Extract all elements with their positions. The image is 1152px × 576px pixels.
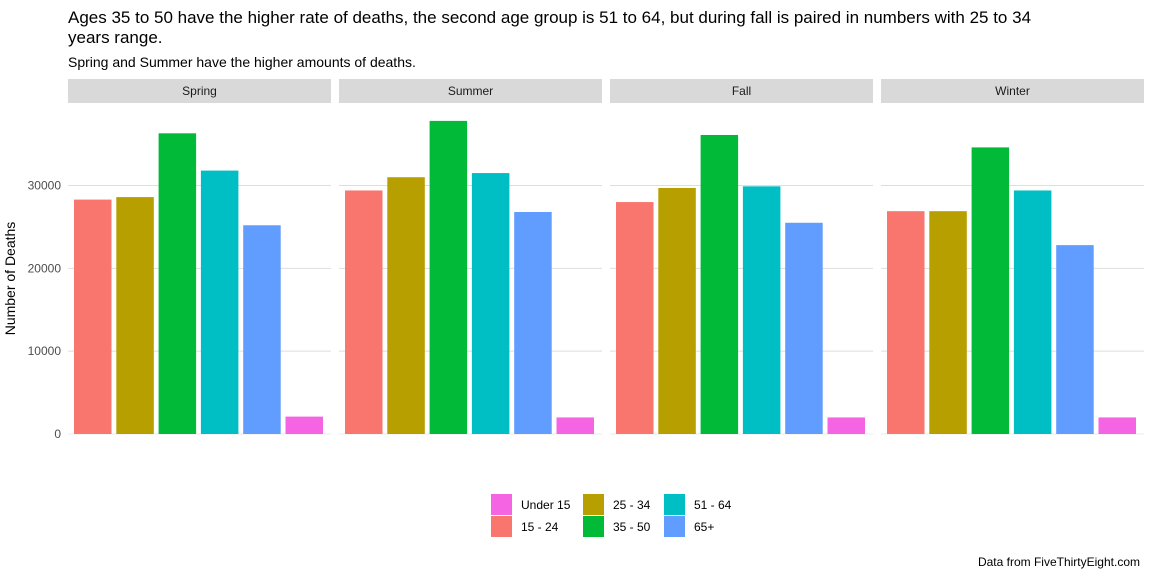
bar bbox=[158, 133, 197, 434]
bar bbox=[1013, 190, 1052, 434]
facet-strip bbox=[68, 79, 331, 103]
legend-swatch bbox=[664, 516, 685, 537]
bar bbox=[785, 222, 823, 434]
bars bbox=[74, 120, 1136, 434]
legend-label: Under 15 bbox=[521, 498, 571, 512]
y-tick-label: 20000 bbox=[28, 261, 62, 275]
bar bbox=[116, 197, 154, 434]
bar bbox=[616, 202, 654, 434]
facet-label: Fall bbox=[732, 84, 751, 98]
facet-label: Summer bbox=[448, 84, 493, 98]
facet-strip bbox=[881, 79, 1144, 103]
bar bbox=[556, 417, 594, 434]
facet-label: Spring bbox=[182, 84, 217, 98]
bar bbox=[827, 417, 865, 434]
bar bbox=[514, 212, 552, 434]
facet-strip bbox=[610, 79, 873, 103]
legend-swatch bbox=[664, 494, 685, 515]
legend-label: 35 - 50 bbox=[613, 520, 651, 534]
bar bbox=[1098, 417, 1136, 434]
facet-label: Winter bbox=[995, 84, 1030, 98]
bar bbox=[1056, 245, 1094, 434]
legend-swatch bbox=[491, 516, 512, 537]
bar bbox=[742, 186, 781, 434]
chart-title: Ages 35 to 50 have the higher rate of de… bbox=[68, 8, 1032, 47]
chart-subtitle: Spring and Summer have the higher amount… bbox=[68, 54, 416, 70]
bar bbox=[471, 173, 510, 434]
bar bbox=[658, 187, 696, 434]
bar bbox=[929, 211, 967, 434]
bar bbox=[429, 120, 468, 434]
legend-swatch bbox=[491, 494, 512, 515]
legend-label: 15 - 24 bbox=[521, 520, 559, 534]
y-tick-label: 0 bbox=[54, 427, 61, 441]
legend-swatch bbox=[583, 516, 604, 537]
bar bbox=[345, 190, 383, 434]
bar bbox=[700, 134, 739, 434]
bar bbox=[971, 147, 1010, 434]
legend-label: 65+ bbox=[694, 520, 714, 534]
legend: Under 15 15 - 24 25 - 34 35 - 50 51 - 64 65+ bbox=[491, 494, 732, 537]
bar bbox=[285, 416, 323, 434]
bar bbox=[200, 170, 239, 434]
facet-strips: Spring Summer Fall Winter bbox=[68, 79, 1144, 103]
y-axis-label: Number of Deaths bbox=[2, 222, 18, 336]
bar bbox=[243, 225, 281, 434]
chart-caption: Data from FiveThirtyEight.com bbox=[977, 555, 1140, 569]
legend-label: 25 - 34 bbox=[613, 498, 651, 512]
y-axis: 0 10000 20000 30000 Number of Deaths bbox=[2, 179, 61, 442]
bar bbox=[387, 177, 425, 434]
legend-swatch bbox=[583, 494, 604, 515]
facet-strip bbox=[339, 79, 602, 103]
y-tick-label: 30000 bbox=[28, 179, 62, 193]
bar bbox=[74, 199, 112, 434]
bar bbox=[887, 211, 925, 434]
legend-label: 51 - 64 bbox=[694, 498, 732, 512]
y-tick-label: 10000 bbox=[28, 344, 62, 358]
